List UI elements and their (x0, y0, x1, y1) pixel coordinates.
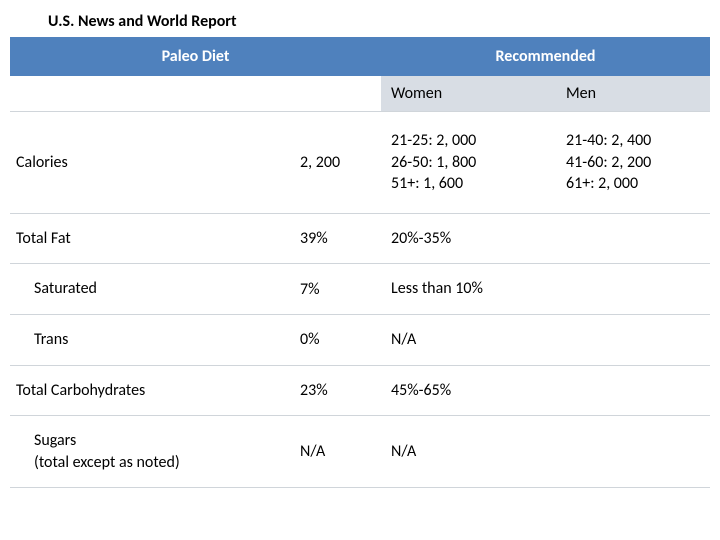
women-value: 20%-35% (381, 213, 556, 264)
paleo-value: 0% (290, 314, 381, 365)
row-label: Trans (10, 314, 290, 365)
header-blank (10, 76, 381, 112)
table-row: Trans0%N/A (10, 314, 710, 365)
header-recommended: Recommended (381, 37, 710, 76)
women-value: N/A (381, 314, 556, 365)
women-value: 45%-65% (381, 365, 556, 416)
nutrition-table: Paleo Diet Recommended Women Men Calorie… (10, 37, 710, 488)
row-label: Calories (10, 112, 290, 214)
paleo-value: 23% (290, 365, 381, 416)
men-value (556, 213, 710, 264)
page-title: U.S. News and World Report (10, 8, 710, 37)
men-value (556, 314, 710, 365)
header-row-sub: Women Men (10, 76, 710, 112)
table-row: Total Carbohydrates23%45%-65% (10, 365, 710, 416)
row-label: Total Fat (10, 213, 290, 264)
men-value (556, 365, 710, 416)
table-row: Calories2, 20021-25: 2, 000 26-50: 1, 80… (10, 112, 710, 214)
header-paleo: Paleo Diet (10, 37, 381, 76)
table-body: Calories2, 20021-25: 2, 000 26-50: 1, 80… (10, 112, 710, 488)
men-value: 21-40: 2, 400 41-60: 2, 200 61+: 2, 000 (556, 112, 710, 214)
header-row-top: Paleo Diet Recommended (10, 37, 710, 76)
women-value: Less than 10% (381, 264, 556, 315)
row-label: Total Carbohydrates (10, 365, 290, 416)
table-row: Saturated7%Less than 10% (10, 264, 710, 315)
men-value (556, 416, 710, 488)
row-label: Sugars (total except as noted) (10, 416, 290, 488)
paleo-value: 2, 200 (290, 112, 381, 214)
subheader-women: Women (381, 76, 556, 112)
paleo-value: N/A (290, 416, 381, 488)
women-value: N/A (381, 416, 556, 488)
paleo-value: 39% (290, 213, 381, 264)
table-row: Sugars (total except as noted)N/AN/A (10, 416, 710, 488)
table-row: Total Fat39%20%-35% (10, 213, 710, 264)
paleo-value: 7% (290, 264, 381, 315)
men-value (556, 264, 710, 315)
subheader-men: Men (556, 76, 710, 112)
row-label: Saturated (10, 264, 290, 315)
women-value: 21-25: 2, 000 26-50: 1, 800 51+: 1, 600 (381, 112, 556, 214)
